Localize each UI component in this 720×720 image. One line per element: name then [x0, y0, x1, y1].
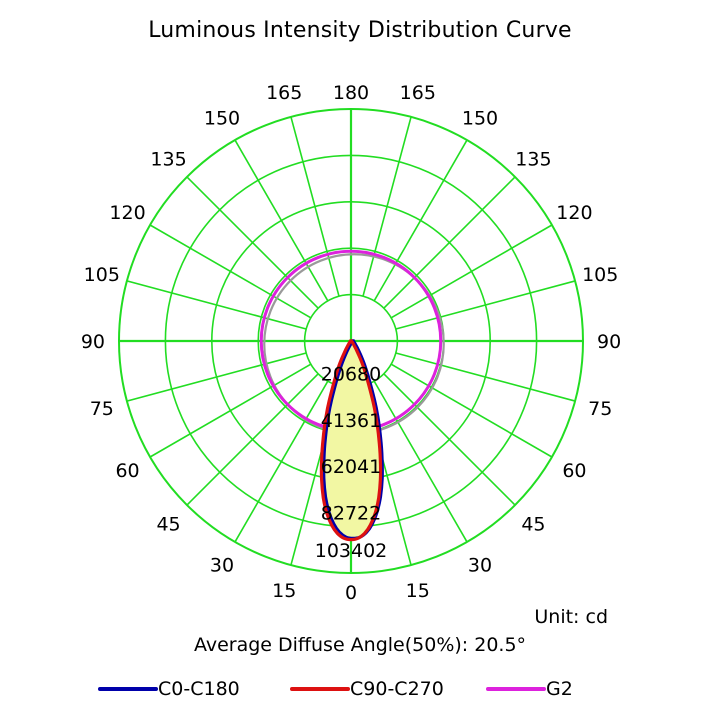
- angle-label-left: 30: [210, 554, 234, 576]
- diffuse-angle-label: Average Diffuse Angle(50%): 20.5°: [193, 634, 527, 656]
- angle-label-right: 60: [562, 460, 586, 482]
- angle-label-right: 165: [400, 82, 436, 104]
- angle-label-right: 75: [588, 398, 612, 420]
- angle-label-left: 105: [84, 264, 120, 286]
- angle-label-left: 45: [156, 513, 180, 535]
- series-fill: [321, 340, 381, 540]
- grid-spoke: [126, 352, 307, 402]
- angle-label-left: 165: [266, 82, 302, 104]
- radial-value-label: 20680: [321, 363, 381, 385]
- grid-spoke: [234, 380, 329, 543]
- radial-value-label: 82722: [321, 503, 381, 525]
- grid-spoke: [186, 373, 319, 506]
- radial-value-label: 41361: [321, 410, 381, 432]
- grid-spoke: [149, 224, 312, 319]
- angle-label-left: 120: [109, 202, 145, 224]
- angle-label-right: 90: [597, 331, 621, 353]
- grid-spoke: [362, 116, 412, 297]
- angle-label-right: 120: [556, 202, 592, 224]
- grid-spoke: [186, 176, 319, 309]
- grid-spoke: [149, 363, 312, 458]
- polar-grid: [118, 108, 584, 574]
- angle-label-right: 30: [468, 554, 492, 576]
- chart-title: Luminous Intensity Distribution Curve: [148, 18, 572, 43]
- angle-label-right: 150: [462, 108, 498, 130]
- series-c90-c270-curve: [319, 339, 383, 542]
- grid-spoke: [390, 224, 553, 319]
- grid-spoke: [373, 380, 468, 543]
- grid-spoke: [390, 363, 553, 458]
- angle-label-left: 60: [115, 460, 139, 482]
- series-layer: [259, 249, 445, 542]
- grid-spoke: [126, 280, 307, 330]
- legend-item-c90-c270: C90-C270: [290, 676, 444, 702]
- grid-spoke: [290, 116, 340, 297]
- legend-label: G2: [546, 678, 573, 700]
- axis-labels: 15 30 45 60 75 90 105 120 135 150 165 15 30 45 60 75 90 1…: [81, 82, 621, 604]
- angle-label-right: 15: [406, 580, 430, 602]
- angle-label-left: 135: [150, 149, 186, 171]
- grid-spoke: [383, 373, 516, 506]
- legend-item-g2: G2: [486, 676, 573, 702]
- legend: C0-C180 C90-C270 G2: [0, 676, 720, 702]
- grid-spoke: [395, 280, 576, 330]
- grid-spoke: [234, 139, 329, 302]
- grid-spoke: [383, 176, 516, 309]
- legend-swatch-c0-c180: [98, 687, 158, 691]
- angle-label-right: 105: [582, 264, 618, 286]
- angle-label-left: 90: [81, 331, 105, 353]
- legend-label: C0-C180: [158, 678, 240, 700]
- angle-label-top: 180: [333, 82, 369, 104]
- radial-value-label: 62041: [321, 456, 381, 478]
- legend-item-c0-c180: C0-C180: [98, 676, 240, 702]
- angle-label-right: 135: [515, 149, 551, 171]
- angle-label-left: 15: [272, 580, 296, 602]
- legend-swatch-c90-c270: [290, 687, 350, 691]
- angle-label-left: 150: [204, 108, 240, 130]
- angle-label-left: 75: [90, 398, 114, 420]
- grid-spoke: [373, 139, 468, 302]
- grid-spoke: [395, 352, 576, 402]
- legend-swatch-g2: [486, 687, 546, 691]
- unit-label: Unit: cd: [534, 606, 608, 628]
- radial-value-label: 103402: [315, 540, 388, 562]
- angle-label-right: 45: [521, 513, 545, 535]
- angle-label-bottom: 0: [345, 582, 357, 604]
- legend-label: C90-C270: [350, 678, 444, 700]
